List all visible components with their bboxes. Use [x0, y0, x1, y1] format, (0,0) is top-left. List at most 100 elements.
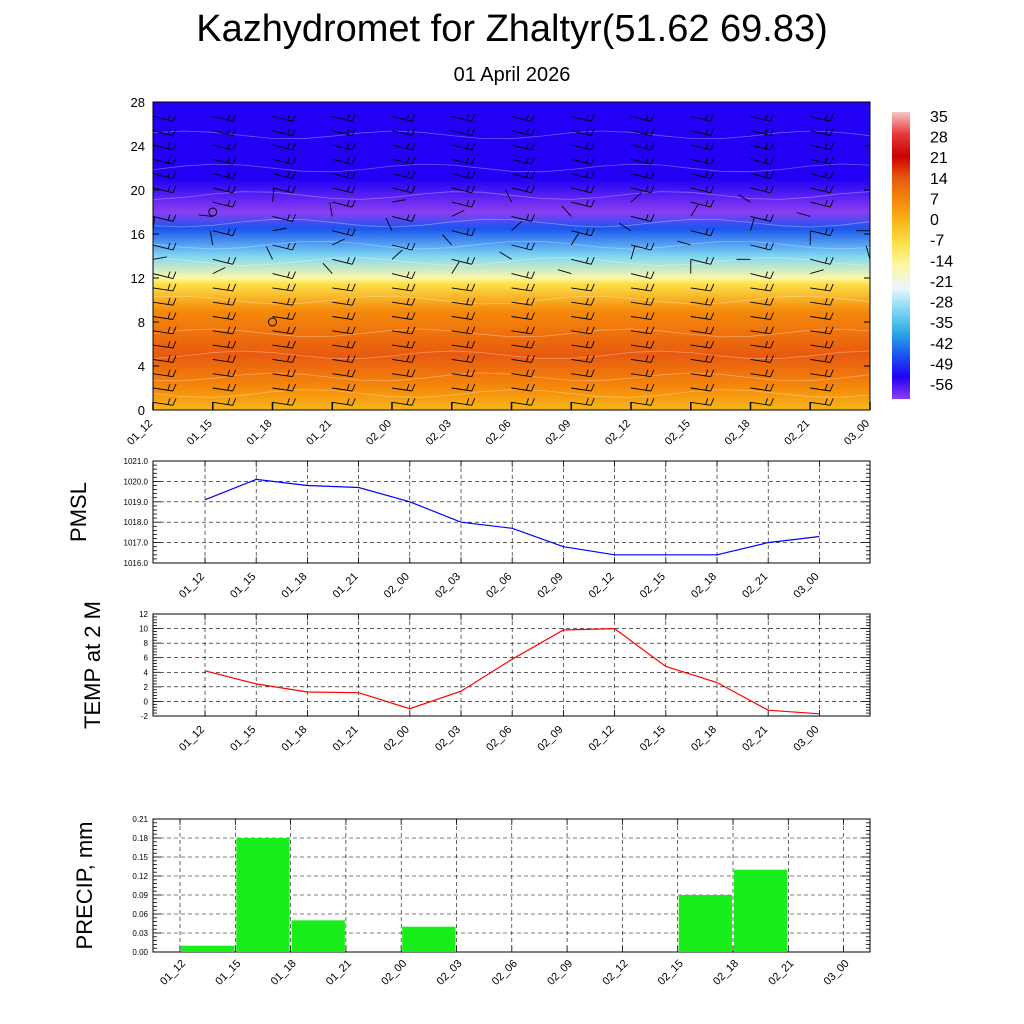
y-tick-label: 12: [139, 610, 148, 619]
wind-barb: [630, 312, 655, 320]
wind-barb: [571, 157, 595, 165]
colorbar-label: -56: [930, 377, 953, 394]
contour-line: [153, 163, 870, 173]
wind-barb: [499, 251, 512, 260]
x-tick-label: 02_06: [490, 958, 520, 988]
wind-barb: [690, 283, 715, 292]
wind-barb: [571, 142, 595, 151]
wind-barb: [209, 231, 214, 246]
wind-barb: [451, 185, 476, 194]
wind-barb: [451, 171, 476, 179]
wind-barb: [511, 142, 535, 151]
x-tick-label: 01_18: [269, 958, 299, 988]
wind-barb: [690, 171, 715, 179]
wind-barb: [750, 217, 755, 231]
wind-barb: [451, 128, 476, 137]
wind-barb: [451, 114, 476, 122]
wind-barb: [810, 199, 834, 208]
x-tick-label: 03_00: [791, 724, 821, 754]
wind-barb: [511, 214, 535, 222]
wind-barb: [750, 383, 774, 392]
y-tick-label: 12: [131, 271, 145, 286]
wind-barb: [272, 283, 296, 292]
panel-grid: [153, 460, 870, 564]
wind-barb: [451, 142, 476, 151]
calm-wind-marker: [208, 207, 218, 217]
y-tick-label: 0.15: [132, 853, 148, 862]
wind-barb: [332, 114, 356, 122]
wind-barb: [212, 398, 237, 406]
wind-barb: [391, 326, 416, 335]
wind-barb: [869, 173, 870, 174]
wind-barb: [391, 242, 416, 251]
wind-barb: [511, 283, 535, 292]
wind-barb: [690, 114, 715, 122]
calm-wind-marker: [268, 317, 277, 327]
wind-barb: [511, 383, 535, 392]
wind-barb: [810, 340, 834, 349]
wind-barb: [272, 171, 296, 179]
wind-barb: [630, 114, 655, 122]
wind-barb: [391, 171, 416, 179]
wind-barb: [212, 340, 237, 349]
precip-chart: 0.00 0.03 0.06 0.09 0.12 0.15 0.18 0.21 01_12 01_…: [72, 815, 871, 988]
y-tick-label: 4: [144, 668, 149, 677]
wind-barb: [618, 222, 632, 232]
contour-line: [153, 350, 870, 360]
x-tick-label: 02_09: [543, 418, 573, 448]
wind-barb: [451, 369, 476, 378]
wind-barb: [869, 330, 870, 332]
y-tick-label: 1019.0: [124, 498, 149, 507]
y-tick-label: 2: [144, 683, 149, 692]
x-tick-label: 02_00: [364, 418, 394, 448]
wind-barb: [332, 257, 356, 265]
wind-barb: [869, 302, 870, 303]
wind-barb: [272, 355, 296, 363]
y-tick-label: 8: [138, 315, 145, 330]
wind-barb: [153, 171, 177, 179]
wind-barb: [690, 326, 715, 335]
wind-barb: [810, 312, 834, 320]
y-tick-label: -2: [141, 712, 149, 721]
colorbar-label: -28: [930, 295, 953, 312]
wind-barb: [810, 185, 834, 194]
wind-barb: [511, 326, 535, 335]
x-tick-label: 02_18: [711, 958, 741, 988]
y-tick-label: 0.12: [132, 872, 148, 881]
wind-barb: [332, 142, 356, 151]
wind-barb: [212, 128, 237, 137]
wind-barb: [511, 157, 535, 165]
y-tick-label: 1020.0: [124, 477, 149, 486]
wind-barb: [391, 398, 416, 406]
wind-barb: [511, 242, 535, 251]
wind-barb: [332, 340, 356, 349]
wind-barb: [869, 130, 870, 132]
wind-barb: [391, 271, 416, 280]
wind-barb: [630, 298, 655, 306]
wind-barb: [690, 185, 715, 194]
panel-frame: [152, 613, 871, 717]
x-tick-label: 03_00: [842, 418, 872, 448]
wind-barb: [738, 194, 751, 203]
wind-barb: [511, 185, 535, 194]
wind-barb: [750, 271, 774, 280]
wind-barb: [504, 189, 512, 203]
wind-barb: [272, 369, 296, 378]
wind-barb: [810, 157, 834, 165]
wind-barb: [332, 157, 356, 165]
wind-barb: [332, 369, 356, 378]
wind-barb: [750, 214, 774, 222]
wind-barb: [332, 298, 356, 306]
wind-barb: [212, 199, 237, 208]
wind-barb: [212, 298, 237, 306]
precip-bar: [734, 869, 788, 952]
wind-barb: [690, 199, 715, 208]
y-tick-label: 0: [144, 697, 149, 706]
wind-barb: [750, 283, 774, 292]
wind-barb: [810, 355, 834, 363]
wind-barb: [391, 157, 416, 165]
x-tick-label: 01_21: [324, 958, 354, 988]
wind-barb: [391, 249, 403, 260]
wind-barb: [690, 228, 715, 237]
wind-barb: [750, 185, 774, 194]
